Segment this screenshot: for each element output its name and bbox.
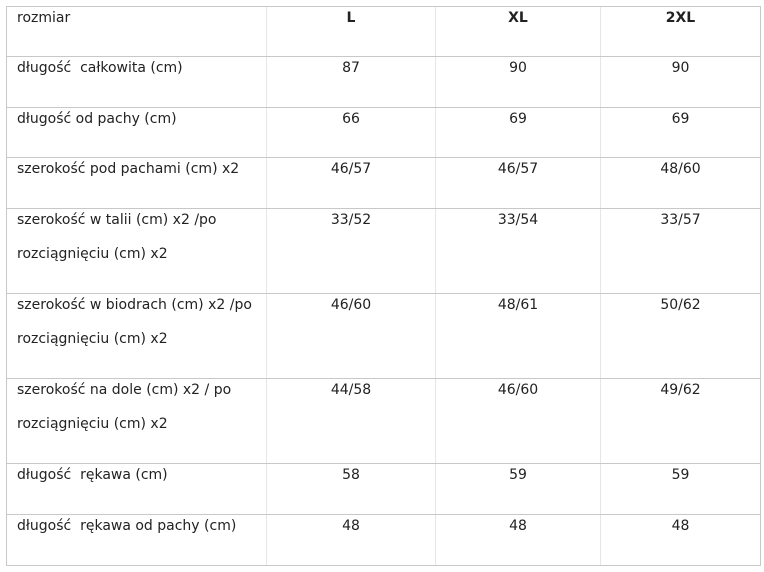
cell-value: 50/62 [660,297,701,313]
row-label-cell: szerokość w biodrach (cm) x2 /po rozciąg… [6,293,267,379]
table-row: długość rękawa od pachy (cm) 48 48 48 [6,514,761,566]
row-label: szerokość na dole (cm) x2 / po rozciągni… [17,382,236,432]
row-label-cell: długość całkowita (cm) [6,56,267,108]
row-label: szerokość pod pachami (cm) x2 [17,161,240,177]
row-label-cell: szerokość pod pachami (cm) x2 [6,157,267,209]
value-cell: XL [435,6,601,57]
table-row: długość od pachy (cm) 66 69 69 [6,107,761,158]
cell-value: 90 [671,60,690,76]
table-row: długość rękawa (cm) 58 59 59 [6,463,761,515]
cell-value: 58 [342,467,360,483]
table-row: szerokość w talii (cm) x2 /po rozciągnię… [6,208,761,294]
cell-value: XL [508,10,528,26]
value-cell: 33/57 [600,208,761,294]
value-cell: 46/57 [266,157,436,209]
value-cell: 2XL [600,6,761,57]
value-cell: L [266,6,436,57]
value-cell: 59 [600,463,761,515]
value-cell: 44/58 [266,378,436,464]
value-cell: 48 [600,514,761,566]
row-label: długość całkowita (cm) [17,60,183,76]
value-cell: 90 [600,56,761,108]
value-cell: 69 [435,107,601,158]
row-label-cell: długość od pachy (cm) [6,107,267,158]
value-cell: 87 [266,56,436,108]
cell-value: 48/60 [660,161,701,177]
value-cell: 48/61 [435,293,601,379]
cell-value: 66 [342,111,360,127]
value-cell: 49/62 [600,378,761,464]
row-label: długość od pachy (cm) [17,111,177,127]
value-cell: 46/60 [435,378,601,464]
row-label: szerokość w talii (cm) x2 /po rozciągnię… [17,212,221,262]
cell-value: 46/57 [330,161,372,177]
cell-value: 69 [509,111,527,127]
table-body: rozmiar L XL 2XL długość całkowita (cm) 87 90 9… [6,6,761,566]
cell-value: 46/60 [330,297,372,313]
table-row: szerokość na dole (cm) x2 / po rozciągni… [6,378,761,464]
cell-value: 48 [671,518,690,534]
cell-value: L [346,10,356,26]
row-label-cell: długość rękawa (cm) [6,463,267,515]
cell-value: 87 [342,60,360,76]
value-cell: 46/60 [266,293,436,379]
cell-value: 2XL [665,10,696,26]
row-label: rozmiar [17,10,71,26]
cell-value: 48 [342,518,360,534]
cell-value: 33/57 [660,212,701,228]
cell-value: 33/54 [497,212,539,228]
size-table: rozmiar L XL 2XL długość całkowita (cm) 87 90 9… [6,6,761,566]
value-cell: 48/60 [600,157,761,209]
value-cell: 46/57 [435,157,601,209]
cell-value: 46/60 [497,382,539,398]
row-label-cell: szerokość w talii (cm) x2 /po rozciągnię… [6,208,267,294]
cell-value: 33/52 [330,212,372,228]
cell-value: 46/57 [497,161,539,177]
cell-value: 59 [671,467,690,483]
value-cell: 48 [266,514,436,566]
value-cell: 50/62 [600,293,761,379]
row-label: długość rękawa (cm) [17,467,168,483]
value-cell: 90 [435,56,601,108]
value-cell: 58 [266,463,436,515]
value-cell: 33/54 [435,208,601,294]
row-label: szerokość w biodrach (cm) x2 /po rozciąg… [17,297,257,347]
row-label-cell: długość rękawa od pachy (cm) [6,514,267,566]
cell-value: 48 [509,518,527,534]
row-label-cell: szerokość na dole (cm) x2 / po rozciągni… [6,378,267,464]
cell-value: 49/62 [660,382,701,398]
cell-value: 44/58 [330,382,372,398]
value-cell: 33/52 [266,208,436,294]
cell-value: 48/61 [497,297,539,313]
value-cell: 59 [435,463,601,515]
cell-value: 59 [509,467,527,483]
cell-value: 90 [509,60,527,76]
cell-value: 69 [671,111,690,127]
row-label-cell: rozmiar [6,6,267,57]
table-row: długość całkowita (cm) 87 90 90 [6,56,761,108]
table-row: szerokość w biodrach (cm) x2 /po rozciąg… [6,293,761,379]
header-row: rozmiar L XL 2XL [6,6,761,57]
value-cell: 69 [600,107,761,158]
value-cell: 48 [435,514,601,566]
table-row: szerokość pod pachami (cm) x2 46/57 46/57 4… [6,157,761,209]
value-cell: 66 [266,107,436,158]
row-label: długość rękawa od pachy (cm) [17,518,237,534]
